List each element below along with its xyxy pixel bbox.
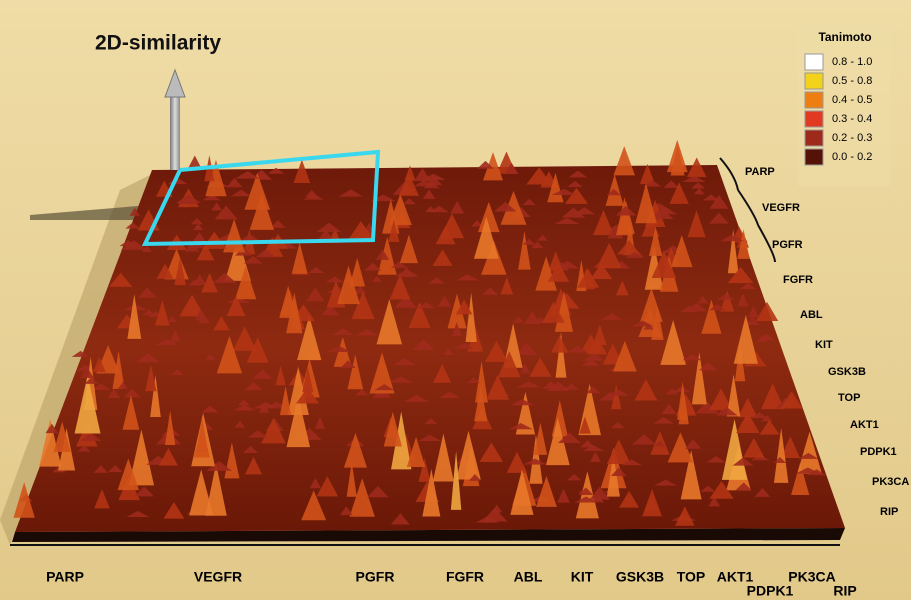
y-group-label: FGFR [783, 274, 813, 286]
x-group-label: PK3CA [788, 569, 835, 585]
legend-label: 0.2 - 0.3 [832, 132, 872, 144]
legend-label: 0.5 - 0.8 [832, 75, 872, 87]
chart-title: 2D-similarity [95, 32, 221, 55]
x-group-label: GSK3B [616, 569, 664, 585]
x-group-label: PARP [46, 569, 84, 585]
legend-label: 0.0 - 0.2 [832, 151, 872, 163]
legend-swatch [805, 73, 823, 89]
y-group-label: ABL [800, 309, 823, 321]
y-group-label: PDPK1 [860, 446, 897, 458]
y-group-label: GSK3B [828, 366, 866, 378]
x-group-label: TOP [677, 569, 706, 585]
x-group-label: PGFR [356, 569, 395, 585]
legend-swatch [805, 149, 823, 165]
y-group-label: PK3CA [872, 476, 909, 488]
y-group-label: AKT1 [850, 419, 879, 431]
x-group-label: KIT [571, 569, 594, 585]
legend-label: 0.3 - 0.4 [832, 113, 872, 125]
legend-swatch [805, 130, 823, 146]
x-group-label: PDPK1 [747, 583, 794, 599]
x-group-label: ABL [514, 569, 543, 585]
y-group-label: KIT [815, 339, 833, 351]
y-group-label: PGFR [772, 239, 803, 251]
legend-swatch [805, 92, 823, 108]
arrow-shaft [170, 95, 180, 170]
x-group-label: VEGFR [194, 569, 242, 585]
y-group-label: PARP [745, 166, 775, 178]
x-group-label: FGFR [446, 569, 484, 585]
y-group-label: VEGFR [762, 202, 800, 214]
y-group-label: RIP [880, 506, 898, 518]
legend-title: Tanimoto [818, 30, 871, 44]
legend-label: 0.8 - 1.0 [832, 56, 872, 68]
legend-swatch [805, 111, 823, 127]
legend-swatch [805, 54, 823, 70]
y-group-label: TOP [838, 392, 860, 404]
x-group-label: RIP [833, 583, 856, 599]
legend-label: 0.4 - 0.5 [832, 94, 872, 106]
chart: 2D-similarity Tanimoto 0.8 - 1.0 0.5 - 0.… [0, 0, 911, 600]
